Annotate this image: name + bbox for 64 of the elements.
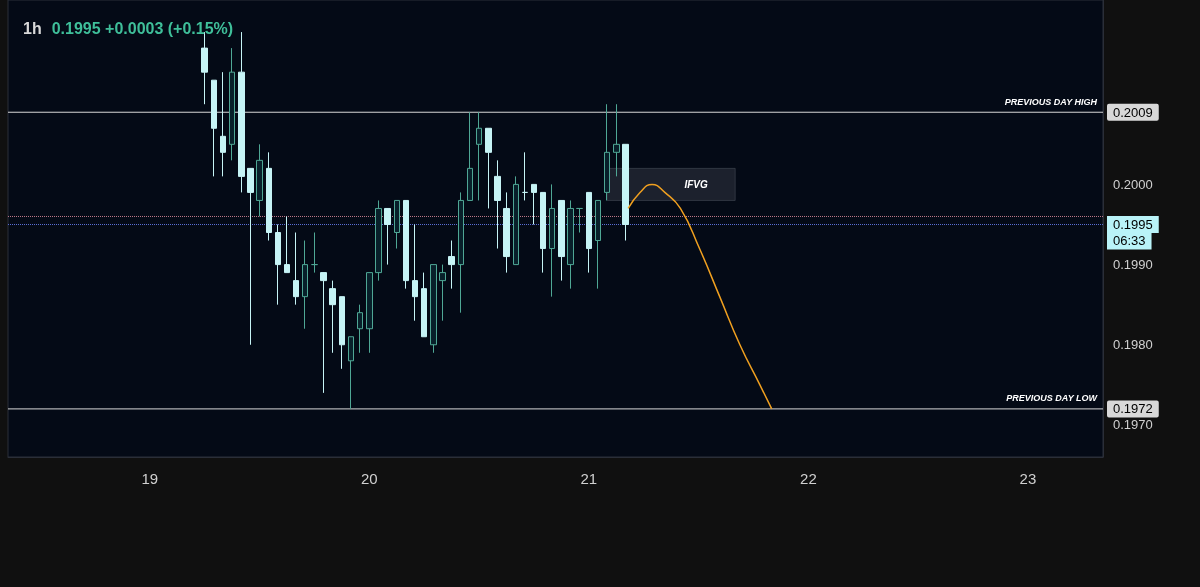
candlestick xyxy=(266,151,272,242)
y-tick-label: 0.1970 xyxy=(1113,417,1153,433)
candlestick xyxy=(302,240,308,330)
y-tick-label: 0.1995 xyxy=(1113,216,1153,232)
candlestick xyxy=(412,223,418,322)
candlestick xyxy=(284,215,290,274)
x-tick-label: 23 xyxy=(1019,470,1037,487)
candlestick xyxy=(531,183,537,225)
text: 0.1995 +0.0003 (+0.15%) xyxy=(51,19,234,37)
candlestick xyxy=(421,272,427,338)
candlestick xyxy=(329,280,336,354)
candlestick xyxy=(558,199,565,282)
candlestick xyxy=(293,232,299,306)
candlestick xyxy=(439,264,446,322)
ref-line-label: PREVIOUS DAY LOW xyxy=(1006,393,1099,404)
candlestick xyxy=(503,191,510,274)
candlestick xyxy=(311,232,318,274)
candlestick xyxy=(430,264,437,354)
y-tick-label: 0.1990 xyxy=(1113,257,1153,273)
candlestick xyxy=(394,199,400,250)
ref-line-label: PREVIOUS DAY HIGH xyxy=(1004,96,1098,107)
candlestick xyxy=(238,31,245,193)
x-tick-label: 21 xyxy=(580,470,598,487)
candlestick xyxy=(549,183,555,298)
text: 06:33 xyxy=(1113,233,1146,249)
candlestick xyxy=(476,111,482,201)
candlestick xyxy=(576,207,583,234)
candlestick xyxy=(458,191,464,314)
candlestick xyxy=(595,199,601,290)
y-tick-label: 0.1980 xyxy=(1113,337,1153,353)
candlestick xyxy=(320,272,327,394)
candlestick xyxy=(540,191,546,274)
candlestick xyxy=(247,167,254,346)
candlestick xyxy=(586,191,592,274)
candlestick xyxy=(211,79,217,177)
candlestick xyxy=(229,47,235,161)
band-label: IFVG xyxy=(684,178,709,190)
candlestick xyxy=(256,143,263,217)
candlestick xyxy=(375,199,382,282)
x-tick-label: 19 xyxy=(141,470,159,487)
y-tick-label: 0.2000 xyxy=(1113,176,1153,192)
text: 1h xyxy=(23,19,42,37)
candlestick xyxy=(513,175,519,266)
y-tick-label: 0.2009 xyxy=(1113,104,1153,120)
candlestick xyxy=(485,127,492,209)
candlestick xyxy=(522,151,528,201)
candlestick xyxy=(348,336,354,410)
candlestick xyxy=(567,199,574,290)
candlestick xyxy=(357,304,363,354)
candlestick xyxy=(448,240,455,290)
candlestick xyxy=(622,143,629,242)
x-tick-label: 20 xyxy=(361,470,378,487)
candlestick xyxy=(403,199,409,290)
candlestick xyxy=(467,111,473,201)
candlestick xyxy=(613,103,620,177)
candlestick xyxy=(339,296,345,370)
candlestick xyxy=(604,103,610,201)
candlestick xyxy=(494,159,501,250)
candlestick xyxy=(384,207,391,266)
x-tick-label: 22 xyxy=(800,470,817,487)
y-tick-label: 0.1972 xyxy=(1113,401,1153,417)
candlestick xyxy=(275,223,281,306)
candlestick xyxy=(366,272,373,354)
candlestick xyxy=(220,71,226,177)
